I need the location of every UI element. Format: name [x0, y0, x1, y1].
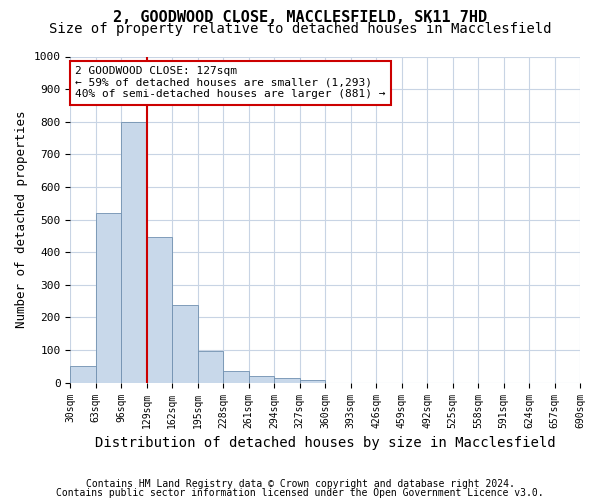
Bar [96, 213, 121, 382]
Text: Size of property relative to detached houses in Macclesfield: Size of property relative to detached ho… [49, 22, 551, 36]
Bar [248, 376, 274, 382]
Bar [299, 380, 325, 382]
Bar [172, 306, 198, 382]
Text: 2 GOODWOOD CLOSE: 127sqm
← 59% of detached houses are smaller (1,293)
40% of sem: 2 GOODWOOD CLOSE: 127sqm ← 59% of detach… [76, 66, 386, 100]
Text: Contains HM Land Registry data © Crown copyright and database right 2024.: Contains HM Land Registry data © Crown c… [86, 479, 514, 489]
Text: 2, GOODWOOD CLOSE, MACCLESFIELD, SK11 7HD: 2, GOODWOOD CLOSE, MACCLESFIELD, SK11 7H… [113, 10, 487, 25]
Text: Contains public sector information licensed under the Open Government Licence v3: Contains public sector information licen… [56, 488, 544, 498]
X-axis label: Distribution of detached houses by size in Macclesfield: Distribution of detached houses by size … [95, 436, 556, 450]
Bar [121, 122, 147, 382]
Bar [274, 378, 299, 382]
Bar [198, 351, 223, 382]
Bar [147, 237, 172, 382]
Bar [70, 366, 96, 382]
Bar [223, 372, 248, 382]
Y-axis label: Number of detached properties: Number of detached properties [15, 111, 28, 328]
